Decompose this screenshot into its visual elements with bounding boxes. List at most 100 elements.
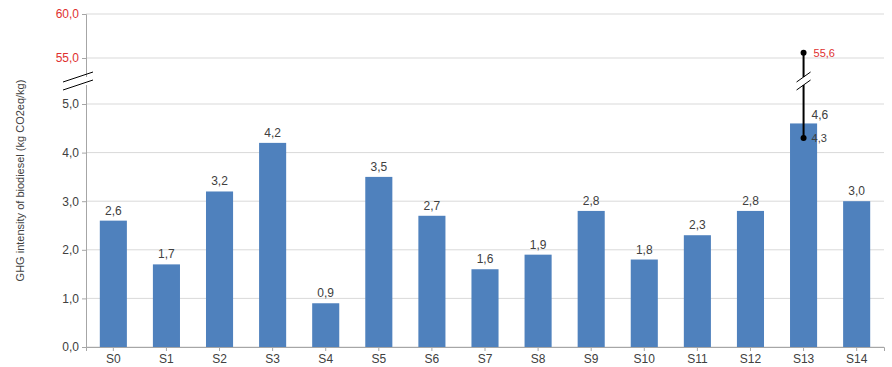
x-tick-mark — [166, 347, 167, 351]
y-tick: 0,0 — [62, 340, 86, 354]
y-tick-mark — [82, 347, 86, 348]
data-label: 4,2 — [264, 126, 281, 140]
y-tick: 3,0 — [62, 195, 86, 209]
x-tick-label: S12 — [740, 352, 762, 366]
data-label: 1,6 — [477, 252, 494, 266]
x-tick-label: S5 — [371, 352, 386, 366]
y-tick: 1,0 — [62, 292, 86, 306]
bar — [684, 235, 711, 347]
data-label: 1,9 — [530, 238, 547, 252]
grid — [86, 14, 884, 347]
x-tick: S9 — [584, 347, 599, 366]
bar — [578, 211, 605, 347]
bar — [206, 191, 233, 347]
y-tick-label: 0,0 — [62, 340, 79, 354]
x-tick: S11 — [687, 347, 708, 366]
y-axis-line — [82, 15, 87, 348]
y-tick-label: 2,0 — [62, 243, 79, 257]
bar — [471, 269, 498, 347]
x-tick-label: S0 — [106, 352, 121, 366]
y-tick-mark — [82, 104, 86, 105]
x-tick: S5 — [371, 347, 386, 366]
bar — [843, 201, 870, 347]
bar — [790, 123, 817, 347]
x-tick-mark — [378, 347, 379, 351]
x-tick-mark — [644, 347, 645, 351]
x-axis-line — [87, 348, 885, 352]
axis-break — [797, 72, 811, 90]
x-tick: S3 — [265, 347, 280, 366]
x-tick-mark — [538, 347, 539, 351]
bar — [737, 211, 764, 347]
x-tick-mark — [591, 347, 592, 351]
data-labels: 2,61,73,24,20,93,52,71,61,92,81,82,32,84… — [105, 47, 865, 301]
y-tick-label: 3,0 — [62, 195, 79, 209]
y-tick: 60,0 — [56, 7, 86, 21]
y-tick-label: 4,0 — [62, 146, 79, 160]
data-label: 1,7 — [158, 247, 175, 261]
y-tick: 4,0 — [62, 146, 86, 160]
x-tick-mark — [485, 347, 486, 351]
grid-line — [86, 58, 884, 59]
bar — [525, 255, 552, 347]
x-tick-label: S2 — [212, 352, 227, 366]
x-tick-label: S9 — [584, 352, 599, 366]
break-slash — [797, 72, 811, 82]
bar — [418, 216, 445, 347]
data-label: 2,7 — [424, 199, 441, 213]
y-tick: 5,0 — [62, 97, 86, 111]
y-tick-mark — [82, 58, 86, 59]
error-low-point — [801, 135, 807, 141]
x-tick: S14 — [846, 347, 868, 366]
x-tick-label: S14 — [846, 352, 868, 366]
x-tick-mark — [697, 347, 698, 351]
break-slash — [63, 80, 93, 90]
data-label: 3,2 — [211, 174, 228, 188]
error-line — [803, 53, 805, 138]
y-axis-title: GHG intensity of biodiesel (kg CO2eq/kg) — [14, 80, 26, 282]
x-tick: S2 — [212, 347, 227, 366]
x-tick: S6 — [425, 347, 440, 366]
grid-line — [86, 104, 884, 105]
y-tick-mark — [82, 298, 86, 299]
data-label: 0,9 — [317, 286, 334, 300]
bar — [153, 264, 180, 347]
bar — [631, 260, 658, 347]
y-tick-mark — [82, 14, 86, 15]
axis-break — [63, 72, 93, 90]
bar — [312, 303, 339, 347]
break-slash — [797, 80, 811, 90]
x-tick-mark — [113, 347, 114, 351]
y-tick: 2,0 — [62, 243, 86, 257]
x-tick-mark — [803, 347, 804, 351]
error-bar — [801, 50, 807, 141]
x-tick: S10 — [634, 347, 656, 366]
bar — [365, 177, 392, 347]
data-label: 3,0 — [848, 184, 865, 198]
x-tick-mark — [750, 347, 751, 351]
y-tick-label: 55,0 — [56, 51, 80, 65]
x-tick-label: S1 — [159, 352, 174, 366]
y-tick-mark — [82, 153, 86, 154]
x-tick-mark — [325, 347, 326, 351]
data-label: 4,6 — [812, 108, 829, 122]
x-tick-label: S11 — [687, 352, 708, 366]
grid-line — [86, 201, 884, 202]
y-tick-label: 1,0 — [62, 292, 79, 306]
x-tick-mark — [431, 347, 432, 351]
x-tick: S0 — [106, 347, 121, 366]
x-tick-label: S3 — [265, 352, 280, 366]
y-tick-mark — [82, 250, 86, 251]
y-tick-label: 60,0 — [56, 7, 80, 21]
break-slash — [63, 72, 93, 82]
data-label: 2,6 — [105, 204, 122, 218]
x-tick-label: S4 — [318, 352, 333, 366]
x-tick: S4 — [318, 347, 333, 366]
y-tick: 55,0 — [56, 51, 86, 65]
data-label: 2,3 — [689, 218, 706, 232]
x-tick: S12 — [740, 347, 762, 366]
y-tick-label: 5,0 — [62, 97, 79, 111]
x-tick-label: S10 — [634, 352, 656, 366]
grid-line — [86, 249, 884, 250]
bar — [100, 221, 127, 347]
